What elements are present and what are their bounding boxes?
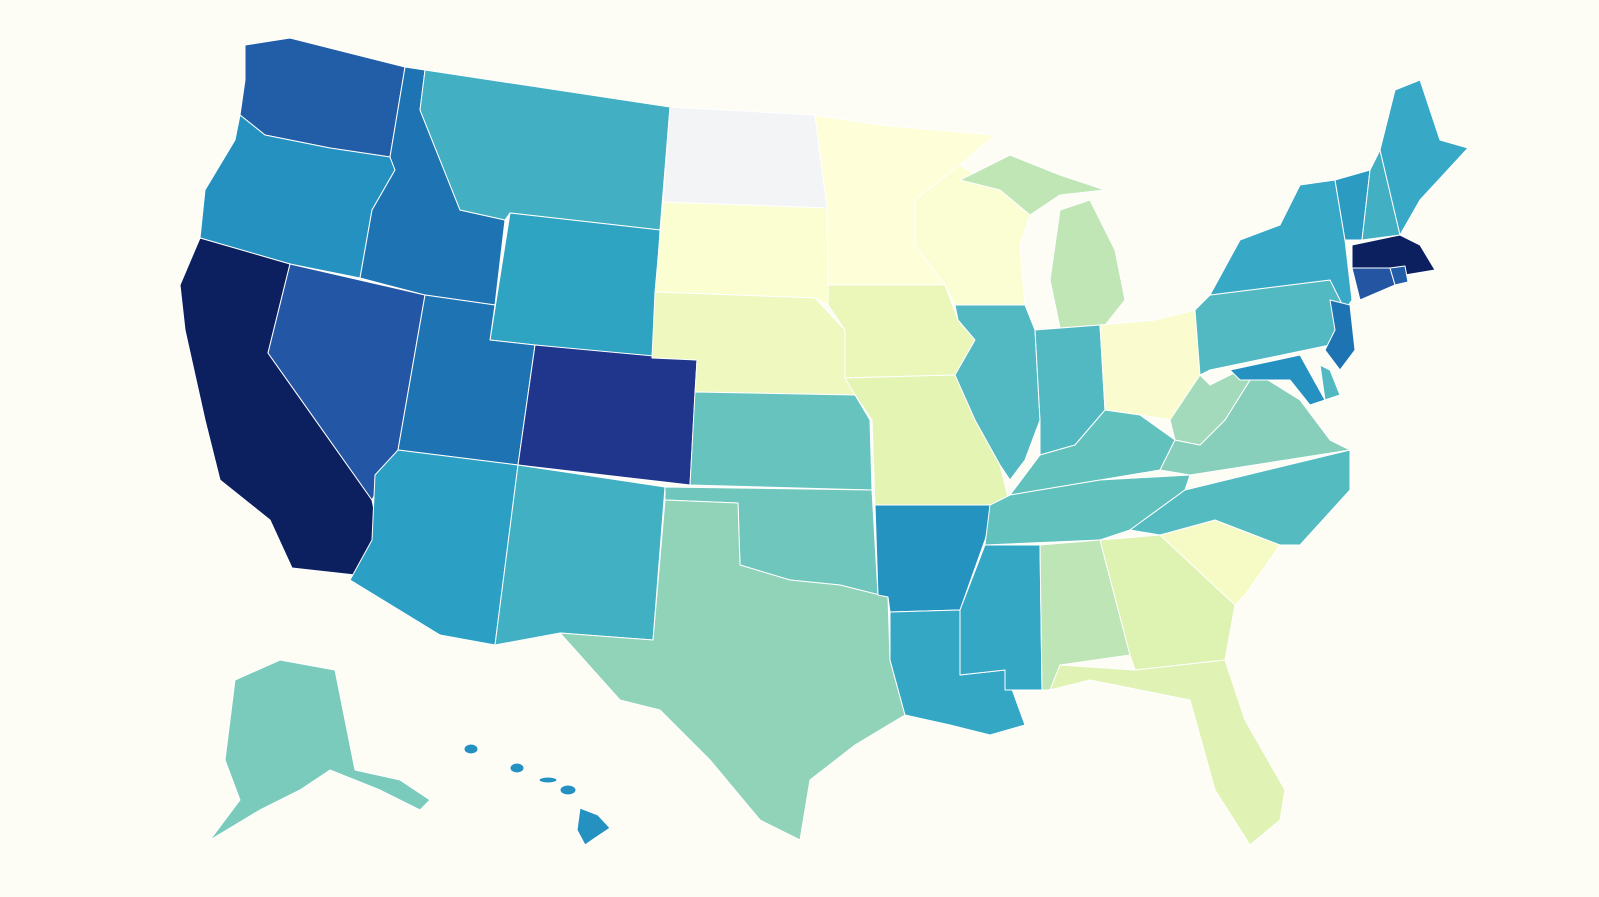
state-new-jersey[interactable] bbox=[1324, 299, 1356, 371]
hawaii-island-molokai bbox=[538, 776, 558, 784]
state-south-dakota[interactable] bbox=[654, 201, 829, 306]
hawaii-island-kauai bbox=[463, 743, 479, 755]
state-michigan-upper[interactable] bbox=[959, 154, 1106, 216]
state-rhode-island[interactable] bbox=[1389, 265, 1409, 286]
state-florida[interactable] bbox=[1049, 659, 1286, 846]
state-wyoming[interactable] bbox=[489, 212, 661, 359]
hawaii-island-big-island bbox=[576, 807, 611, 846]
state-connecticut[interactable] bbox=[1351, 267, 1396, 301]
state-north-dakota[interactable] bbox=[662, 106, 828, 209]
state-illinois[interactable] bbox=[954, 304, 1041, 481]
state-michigan-lower[interactable] bbox=[1049, 199, 1126, 329]
state-maine[interactable] bbox=[1379, 79, 1469, 236]
state-new-mexico[interactable] bbox=[494, 464, 666, 646]
state-delaware[interactable] bbox=[1319, 364, 1341, 401]
state-kansas[interactable] bbox=[689, 391, 873, 491]
state-hawaii[interactable] bbox=[463, 743, 611, 846]
state-maryland[interactable] bbox=[1229, 354, 1326, 406]
state-mississippi[interactable] bbox=[959, 544, 1043, 691]
state-north-carolina[interactable] bbox=[1129, 449, 1351, 546]
hawaii-island-oahu bbox=[509, 762, 525, 774]
state-arizona[interactable] bbox=[349, 449, 519, 646]
state-colorado[interactable] bbox=[517, 344, 698, 486]
state-texas[interactable] bbox=[559, 499, 906, 841]
hawaii-island-maui bbox=[559, 784, 577, 796]
state-alaska[interactable] bbox=[209, 659, 431, 841]
state-kentucky[interactable] bbox=[1009, 409, 1176, 496]
